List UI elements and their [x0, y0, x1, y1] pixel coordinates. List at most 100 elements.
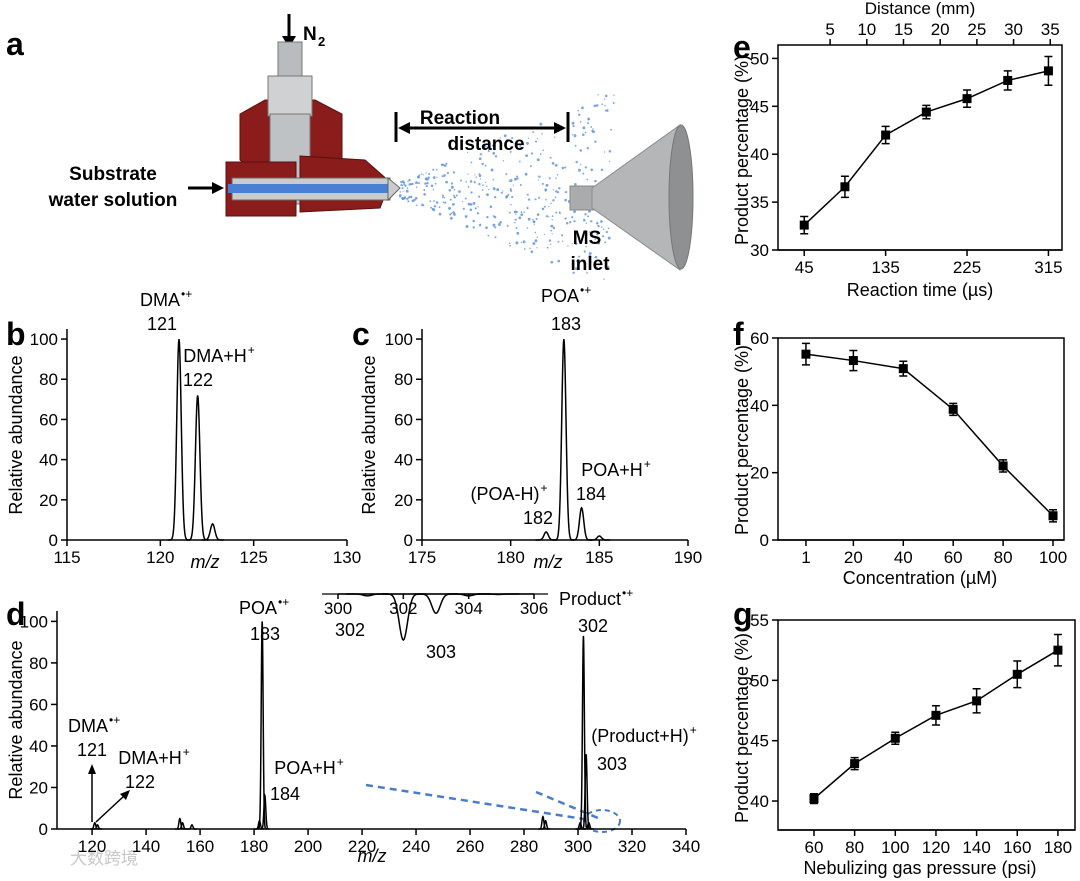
droplet: [522, 240, 526, 244]
droplet: [407, 200, 410, 203]
droplet: [587, 215, 589, 218]
droplet: [564, 217, 567, 220]
distance-label: distance: [447, 134, 524, 155]
droplet: [484, 164, 487, 167]
droplet: [542, 149, 545, 152]
peak-label: POA+H: [581, 460, 643, 480]
droplet: [410, 195, 413, 199]
x-tick-label: 80: [994, 548, 1013, 567]
y-tick-label: 55: [750, 611, 769, 630]
panel-letter: a: [6, 26, 24, 62]
peak-label-sup: +: [183, 745, 190, 759]
droplet: [493, 215, 497, 219]
droplet: [546, 247, 549, 249]
droplet: [590, 126, 593, 128]
x-tick-label: 160: [186, 837, 214, 856]
peak: [186, 395, 209, 541]
droplet: [479, 178, 482, 180]
peak: [540, 819, 551, 830]
droplet: [408, 178, 411, 182]
droplet: [564, 166, 567, 169]
droplet: [433, 205, 437, 208]
x-tick-label: 300: [324, 599, 352, 618]
droplet: [490, 168, 494, 172]
ms-cone: [591, 124, 681, 271]
droplet: [600, 168, 604, 172]
droplet: [597, 94, 599, 96]
peak-label-sup: •+: [580, 283, 591, 297]
peak: [414, 593, 458, 615]
droplet: [478, 182, 481, 186]
droplet: [532, 131, 535, 134]
droplet: [584, 166, 587, 169]
peak-label: Product: [559, 589, 621, 609]
droplet: [461, 200, 464, 203]
inlet-label: water solution: [48, 190, 178, 211]
peak-label: POA: [541, 286, 579, 306]
droplet: [595, 266, 599, 270]
droplet: [482, 184, 484, 187]
droplet: [588, 231, 591, 233]
marker: [962, 94, 972, 104]
droplet: [513, 177, 517, 181]
droplet: [527, 217, 531, 221]
droplet: [594, 179, 597, 183]
peak: [584, 821, 594, 830]
y-tick-label: 45: [750, 732, 769, 751]
droplet: [590, 232, 592, 234]
y-tick-label: 30: [750, 241, 769, 260]
marker: [898, 364, 908, 374]
peak-label: DMA: [68, 716, 108, 736]
droplet: [550, 260, 554, 264]
droplet: [494, 155, 498, 158]
droplet: [467, 202, 471, 206]
droplet: [492, 187, 496, 191]
droplet: [424, 182, 427, 185]
droplet: [450, 185, 454, 189]
panel-letter: f: [733, 316, 744, 352]
x-axis-label: m/z: [191, 552, 220, 572]
x-tick-label: 190: [674, 548, 702, 567]
droplet: [407, 196, 410, 199]
droplet: [492, 152, 496, 155]
droplet: [583, 250, 586, 253]
peak: [92, 824, 103, 830]
y-tick-label: 20: [394, 491, 413, 510]
peak-mz: 182: [523, 508, 553, 528]
droplet: [600, 226, 603, 228]
droplet: [511, 137, 514, 140]
x-tick-label: 200: [294, 837, 322, 856]
droplet: [552, 226, 556, 230]
x-tick-label: 340: [672, 837, 700, 856]
droplet: [421, 203, 424, 207]
droplet: [399, 191, 402, 193]
droplet: [551, 219, 553, 221]
marker: [881, 130, 891, 140]
droplet: [406, 187, 409, 189]
inlet-label: Substrate: [69, 164, 157, 185]
droplet: [575, 267, 578, 271]
droplet: [440, 163, 444, 166]
droplet: [432, 189, 435, 191]
y-tick-label: 45: [750, 97, 769, 116]
x-tick-label: 1: [801, 548, 810, 567]
peak: [535, 531, 557, 541]
droplet: [424, 178, 427, 181]
droplet: [557, 259, 561, 263]
droplet: [450, 212, 453, 215]
droplet: [513, 210, 517, 214]
peak: [90, 821, 100, 830]
droplet: [574, 144, 577, 147]
peak: [201, 522, 224, 541]
droplet: [452, 171, 456, 174]
droplet: [534, 198, 537, 201]
droplet: [494, 236, 497, 239]
x-axis-label: Concentration (µM): [843, 568, 997, 588]
droplet: [469, 180, 473, 183]
droplet: [423, 193, 426, 196]
droplet: [595, 104, 599, 107]
droplet: [569, 220, 572, 224]
droplet: [608, 150, 612, 153]
marker: [809, 794, 819, 804]
ms-label: MS: [573, 228, 602, 249]
